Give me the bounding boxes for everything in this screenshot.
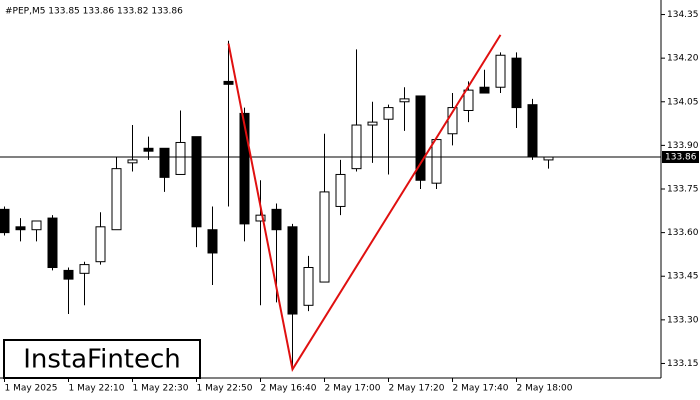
candle-body [63, 269, 74, 280]
x-tick-label: 2 May 18:00 [517, 384, 573, 394]
candle-body [239, 112, 250, 225]
candle-body [511, 57, 522, 109]
candle-body [399, 98, 410, 103]
candle-body [351, 124, 362, 170]
candle-body [207, 229, 218, 254]
x-tick-label: 1 May 2025 [5, 384, 58, 394]
candle-body [287, 226, 298, 315]
candle-body [303, 267, 314, 306]
x-tick-label: 1 May 22:10 [69, 384, 125, 394]
y-tick-label: 134.05 [667, 97, 699, 107]
candle-body [111, 168, 122, 231]
candle-body [47, 217, 58, 269]
price-label-box [662, 151, 699, 164]
candle-body [463, 89, 474, 111]
candle-body [319, 191, 330, 283]
y-tick-label: 133.75 [667, 185, 699, 195]
watermark-box [3, 339, 201, 379]
candle-body [175, 141, 186, 175]
candle-body [0, 208, 10, 234]
candle-body [527, 104, 538, 158]
candle-body [367, 121, 378, 126]
watermark: InstaFintech [23, 345, 181, 375]
candle-body [383, 107, 394, 120]
y-tick-label: 134.20 [667, 54, 699, 64]
candle-body [15, 226, 26, 231]
x-tick-label: 2 May 17:00 [325, 384, 381, 394]
x-tick-label: 2 May 17:20 [389, 384, 445, 394]
x-tick-label: 1 May 22:50 [197, 384, 253, 394]
pattern-line [227, 34, 502, 372]
candle-body [431, 139, 442, 184]
candle-body [495, 54, 506, 88]
candle-body [143, 147, 154, 152]
candle-body [159, 147, 170, 178]
candle-body [79, 264, 90, 274]
x-tick-label: 2 May 17:40 [453, 384, 509, 394]
y-tick-label: 133.60 [667, 228, 699, 238]
candle-body [127, 159, 138, 164]
x-tick-label: 1 May 22:30 [133, 384, 189, 394]
candle-body [415, 95, 426, 181]
y-tick-label: 133.15 [667, 359, 699, 369]
x-tick-label: 2 May 16:40 [261, 384, 317, 394]
candle-body [31, 220, 42, 231]
y-tick-label: 133.30 [667, 315, 699, 325]
candle-body [335, 173, 346, 207]
y-tick-label: 133.90 [667, 141, 699, 151]
y-tick-label: 133.45 [667, 272, 699, 282]
candle-body [479, 86, 490, 94]
chart-title: #PEP,M5 133.85 133.86 133.82 133.86 [5, 7, 183, 17]
candle-body [255, 214, 266, 222]
price-label: 133.86 [665, 153, 697, 163]
candle-body [223, 80, 234, 85]
candle-body [191, 136, 202, 228]
y-tick-label: 134.35 [667, 10, 699, 20]
candle-body [271, 208, 282, 231]
candle-body [95, 226, 106, 263]
